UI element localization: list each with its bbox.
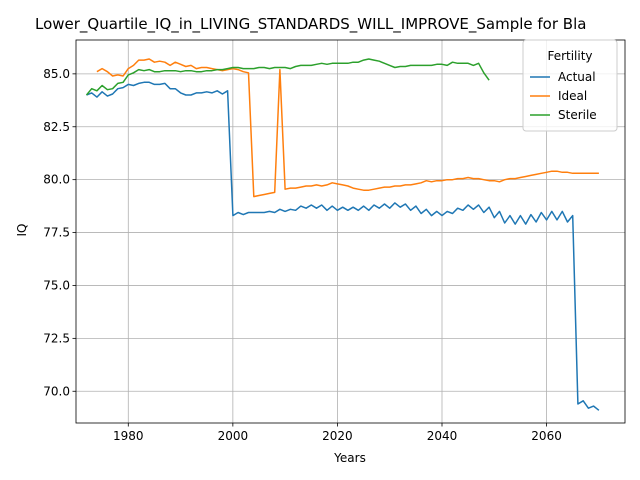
x-tick-label: 2040 [427, 429, 458, 443]
y-tick-label: 80.0 [43, 173, 70, 187]
y-tick-label: 77.5 [43, 226, 70, 240]
chart-title: Lower_Quartile_IQ_in_LIVING_STANDARDS_WI… [35, 15, 586, 34]
x-axis-label: Years [333, 451, 366, 465]
y-tick-label: 72.5 [43, 331, 70, 345]
y-tick-label: 70.0 [43, 384, 70, 398]
series-lines [85, 58, 600, 411]
y-tick-label: 85.0 [43, 67, 70, 81]
y-tick-label: 82.5 [43, 120, 70, 134]
series-line-sterile [85, 58, 490, 96]
legend-label-ideal: Ideal [558, 89, 587, 103]
x-tick-label: 2000 [218, 429, 249, 443]
legend-box [522, 39, 618, 132]
series-line-actual [86, 81, 600, 411]
x-tick-label: 1980 [113, 429, 144, 443]
series-line-ideal [96, 58, 599, 198]
axis-ticks: 1980 2000 2020 2040 2060 70.0 72.5 75.0 77.5 80.0… [43, 67, 562, 443]
x-tick-label: 2060 [531, 429, 562, 443]
legend-label-sterile: Sterile [558, 108, 597, 122]
legend: Fertility Actual Ideal Sterile [522, 39, 618, 132]
y-tick-label: 75.0 [43, 278, 70, 292]
x-tick-label: 2020 [322, 429, 353, 443]
plot-area-frame [75, 39, 626, 424]
legend-entries: Actual Ideal Sterile [530, 70, 597, 122]
legend-title: Fertility [547, 49, 592, 63]
y-axis-label: IQ [15, 224, 29, 237]
legend-label-actual: Actual [558, 70, 596, 84]
